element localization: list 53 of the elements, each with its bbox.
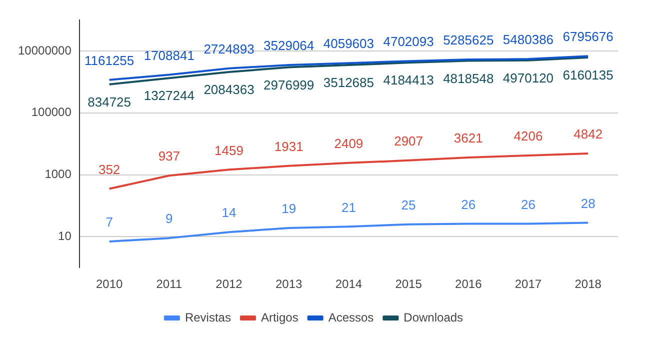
data-label: 2724893 xyxy=(204,42,254,57)
data-label: 7 xyxy=(106,214,113,230)
data-label: 3529064 xyxy=(264,38,314,54)
y-tick-label: 10000000 xyxy=(18,43,72,58)
data-label: 4702093 xyxy=(383,34,434,50)
data-label: 3621 xyxy=(454,130,483,146)
data-label: 28 xyxy=(580,196,596,211)
data-label: 1459 xyxy=(214,142,244,158)
data-label: 1708841 xyxy=(144,48,194,63)
data-label: 4842 xyxy=(574,126,603,142)
data-label: 26 xyxy=(520,196,536,212)
legend-label: Revistas xyxy=(184,310,231,324)
data-label: 4059603 xyxy=(323,36,374,52)
x-tick-label: 2015 xyxy=(395,277,422,292)
x-tick-label: 2011 xyxy=(156,277,182,292)
data-label: 6795676 xyxy=(562,29,614,44)
data-label: 2409 xyxy=(334,136,364,152)
data-label: 14 xyxy=(222,205,236,220)
y-tick-label: 10 xyxy=(58,228,72,243)
x-tick-label: 2010 xyxy=(96,277,123,292)
data-label: 4818548 xyxy=(443,70,494,86)
data-label: 1161255 xyxy=(84,52,134,68)
x-tick-label: 2012 xyxy=(216,277,243,292)
y-tick-label: 1000 xyxy=(44,167,72,182)
data-label: 3512685 xyxy=(323,75,374,90)
data-label: 5480386 xyxy=(502,32,554,48)
x-tick-label: 2014 xyxy=(335,277,362,292)
x-tick-label: 2013 xyxy=(276,277,303,292)
data-label: 352 xyxy=(98,162,120,177)
data-label: 1931 xyxy=(274,138,304,154)
data-label: 2084363 xyxy=(204,82,254,98)
x-tick-label: 2016 xyxy=(455,277,482,292)
legend-label: Downloads xyxy=(404,310,464,324)
data-label: 2907 xyxy=(394,133,423,148)
data-label: 25 xyxy=(401,197,416,212)
data-label: 26 xyxy=(461,196,476,212)
data-label: 21 xyxy=(341,200,356,215)
data-label: 6160135 xyxy=(562,68,614,83)
data-label: 19 xyxy=(282,201,296,216)
data-label: 2976999 xyxy=(264,77,314,92)
y-tick-label: 100000 xyxy=(31,105,72,120)
legend-label: Artigos xyxy=(260,310,298,324)
data-label: 834725 xyxy=(88,94,132,110)
x-tick-label: 2018 xyxy=(574,277,602,292)
legend-label: Acessos xyxy=(328,310,374,324)
data-label: 9 xyxy=(166,211,173,226)
data-label: 4206 xyxy=(514,128,543,144)
data-label: 4970120 xyxy=(502,70,554,86)
data-label: 1327244 xyxy=(144,88,194,104)
data-label: 937 xyxy=(158,148,180,164)
x-tick-label: 2017 xyxy=(514,277,542,292)
data-label: 4184413 xyxy=(383,72,434,88)
data-label: 5285625 xyxy=(443,32,494,48)
